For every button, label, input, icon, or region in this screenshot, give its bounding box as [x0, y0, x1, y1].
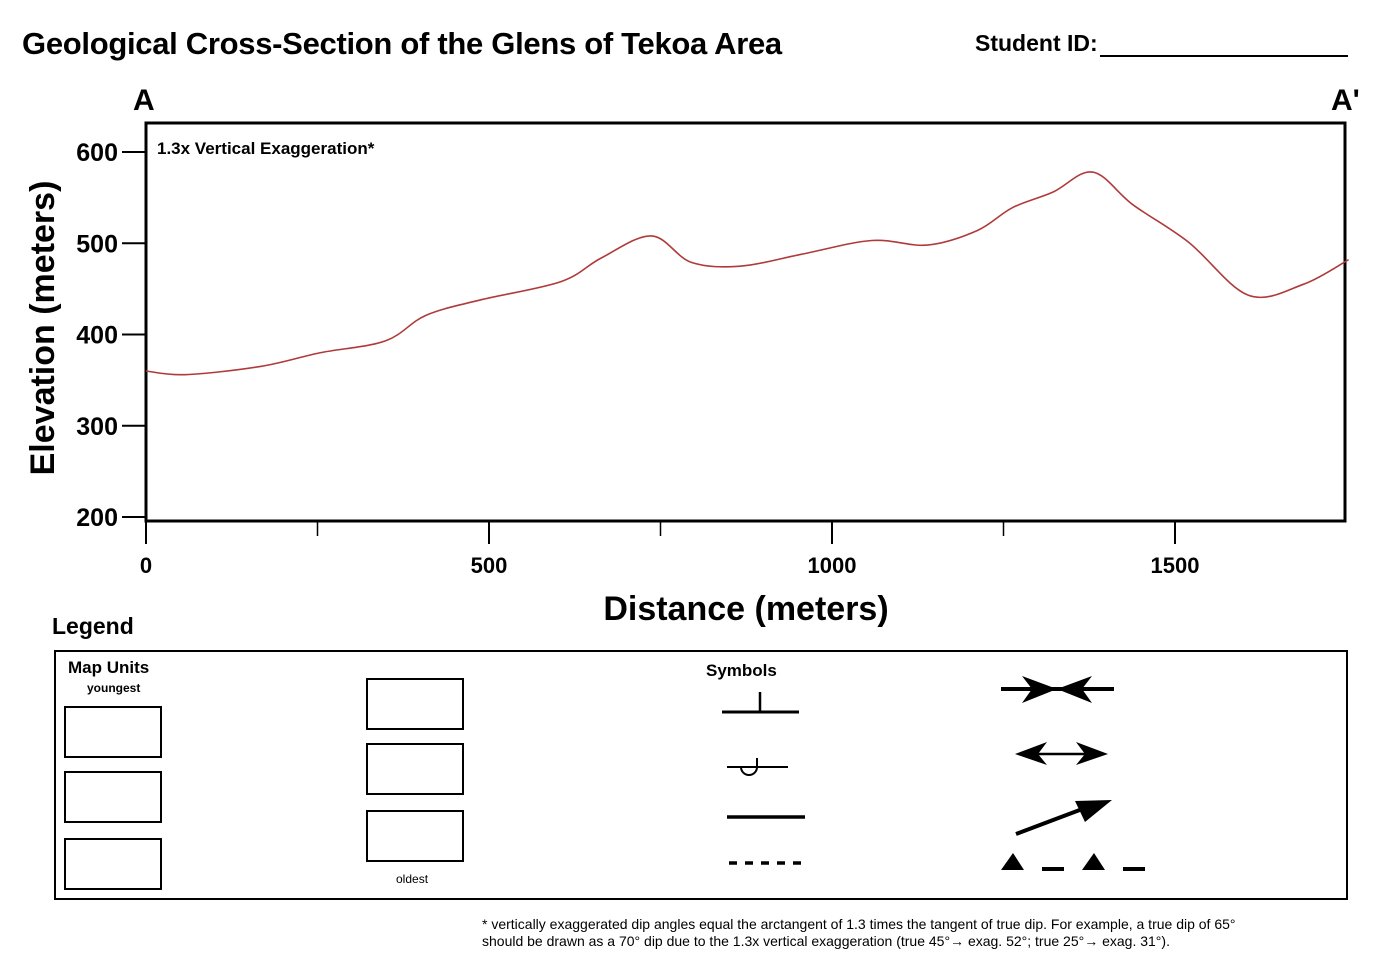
map-unit-box-2[interactable] — [64, 771, 162, 823]
anticline-axis-icon — [1015, 742, 1108, 765]
map-units-title: Map Units — [68, 658, 150, 677]
student-id-label: Student ID: — [975, 30, 1098, 56]
student-id-field[interactable]: Student ID: — [975, 30, 1348, 57]
plot-frame — [144, 121, 1347, 523]
footnote: * vertically exaggerated dip angles equa… — [482, 916, 1236, 950]
overturned-bed-icon — [727, 758, 788, 776]
x-tick-label: 0 — [140, 553, 152, 578]
page-title: Geological Cross-Section of the Glens of… — [22, 26, 782, 61]
topographic-profile-line — [145, 171, 1349, 376]
syncline-axis-icon — [1001, 676, 1114, 703]
footnote-line-1: * vertically exaggerated dip angles equa… — [482, 916, 1236, 932]
thrust-fault-icon — [1001, 853, 1145, 871]
y-tick-label: 300 — [76, 413, 118, 441]
plot-area: 1.3x Vertical Exaggeration* 200 300 400 500 6… — [24, 121, 1349, 628]
exaggeration-note: 1.3x Vertical Exaggeration* — [157, 139, 375, 158]
footnote-line-2: should be drawn as a 70° dip due to the … — [482, 933, 1170, 949]
y-tick-label: 200 — [76, 504, 118, 532]
youngest-label: youngest — [87, 681, 141, 695]
y-tick-label: 500 — [76, 230, 118, 258]
x-tick-label: 1500 — [1151, 553, 1200, 578]
map-unit-box-1[interactable] — [64, 706, 162, 758]
section-end-label: A' — [1331, 84, 1360, 117]
x-tick-label: 1000 — [808, 553, 857, 578]
x-tick-label: 500 — [471, 553, 508, 578]
map-unit-box-4[interactable] — [366, 678, 464, 730]
legend-title: Legend — [52, 613, 134, 639]
y-axis-label: Elevation (meters) — [24, 181, 62, 476]
symbols-title: Symbols — [706, 661, 777, 680]
map-unit-box-3[interactable] — [64, 838, 162, 890]
plunge-arrow-icon — [1015, 800, 1112, 836]
cross-section-chart: 1.3x Vertical Exaggeration* 200 300 400 500 6… — [24, 121, 1349, 628]
y-tick-label: 400 — [76, 322, 118, 350]
legend-box — [54, 650, 1348, 900]
x-axis-label: Distance (meters) — [603, 590, 888, 628]
y-tick-label: 600 — [76, 139, 118, 167]
student-id-blank[interactable] — [1099, 33, 1348, 57]
map-unit-box-5[interactable] — [366, 743, 464, 795]
strike-dip-icon — [722, 692, 799, 714]
map-unit-box-6[interactable] — [366, 810, 464, 862]
oldest-label: oldest — [396, 872, 429, 886]
section-start-label: A — [133, 84, 155, 117]
